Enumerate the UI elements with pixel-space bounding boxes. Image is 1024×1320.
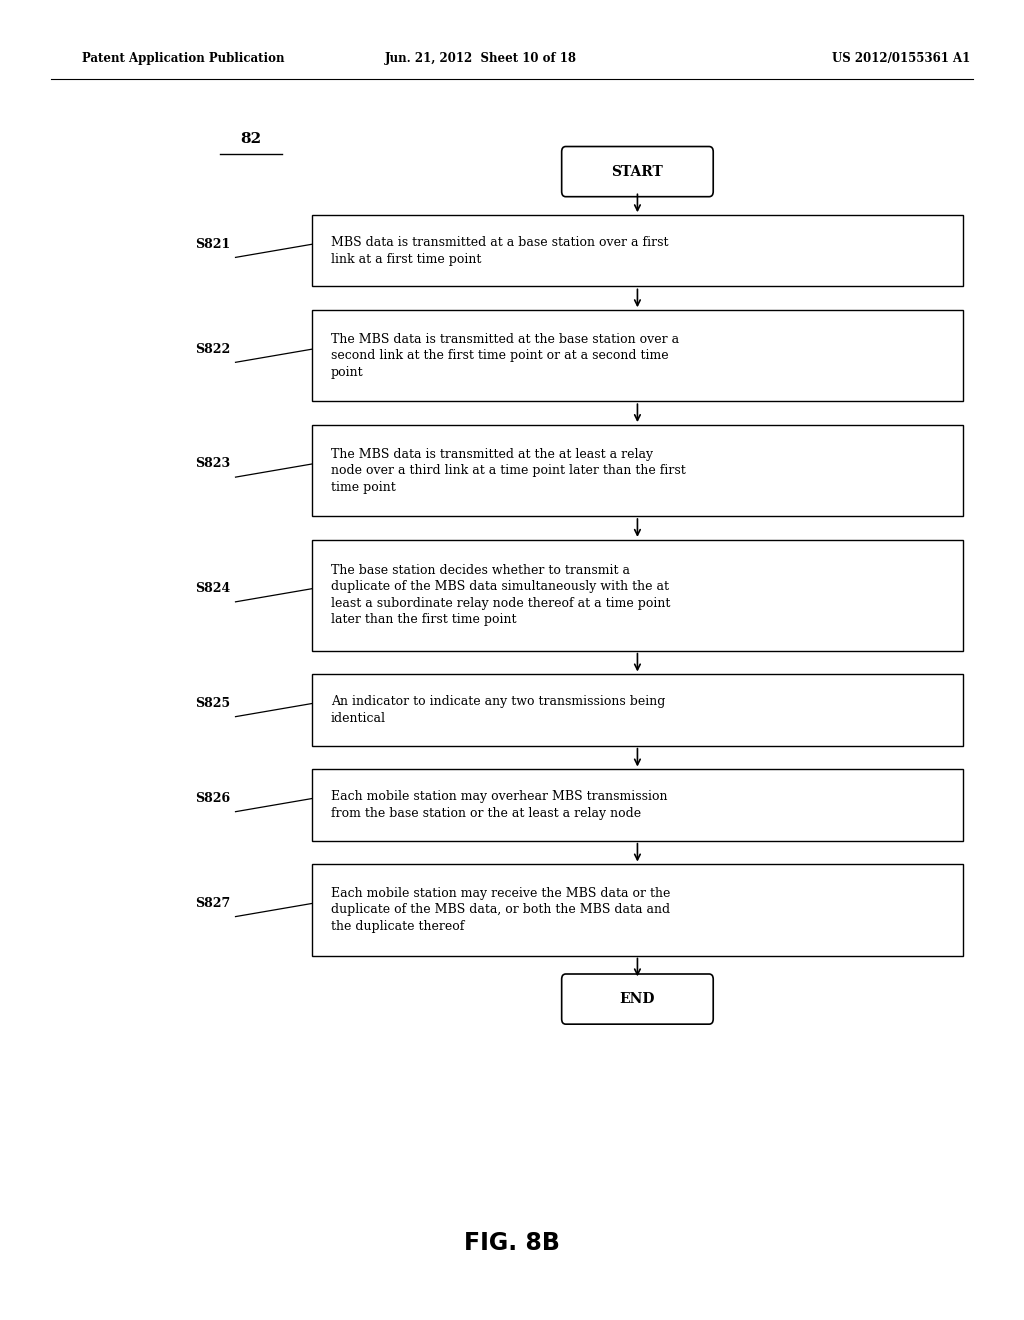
Text: MBS data is transmitted at a base station over a first
link at a first time poin: MBS data is transmitted at a base statio… [331,236,669,265]
Text: S821: S821 [196,238,230,251]
Text: S826: S826 [196,792,230,805]
Text: Jun. 21, 2012  Sheet 10 of 18: Jun. 21, 2012 Sheet 10 of 18 [385,51,578,65]
FancyBboxPatch shape [561,147,713,197]
FancyBboxPatch shape [312,425,963,516]
FancyBboxPatch shape [561,974,713,1024]
Text: The base station decides whether to transmit a
duplicate of the MBS data simulta: The base station decides whether to tran… [331,564,670,627]
Text: Each mobile station may receive the MBS data or the
duplicate of the MBS data, o: Each mobile station may receive the MBS … [331,887,670,933]
Text: Patent Application Publication: Patent Application Publication [82,51,285,65]
FancyBboxPatch shape [312,675,963,746]
FancyBboxPatch shape [312,540,963,651]
FancyBboxPatch shape [312,215,963,286]
FancyBboxPatch shape [312,310,963,401]
Text: US 2012/0155361 A1: US 2012/0155361 A1 [831,51,971,65]
Text: An indicator to indicate any two transmissions being
identical: An indicator to indicate any two transmi… [331,696,666,725]
Text: START: START [611,165,664,178]
Text: The MBS data is transmitted at the at least a relay
node over a third link at a : The MBS data is transmitted at the at le… [331,447,685,494]
FancyBboxPatch shape [312,770,963,841]
Text: S827: S827 [196,896,230,909]
Text: The MBS data is transmitted at the base station over a
second link at the first : The MBS data is transmitted at the base … [331,333,679,379]
Text: FIG. 8B: FIG. 8B [464,1232,560,1255]
Text: S822: S822 [196,343,230,355]
FancyBboxPatch shape [312,865,963,956]
Text: S823: S823 [196,458,230,470]
Text: S825: S825 [196,697,230,710]
Text: 82: 82 [241,132,261,145]
Text: END: END [620,993,655,1006]
Text: Each mobile station may overhear MBS transmission
from the base station or the a: Each mobile station may overhear MBS tra… [331,791,668,820]
Text: S824: S824 [196,582,230,595]
